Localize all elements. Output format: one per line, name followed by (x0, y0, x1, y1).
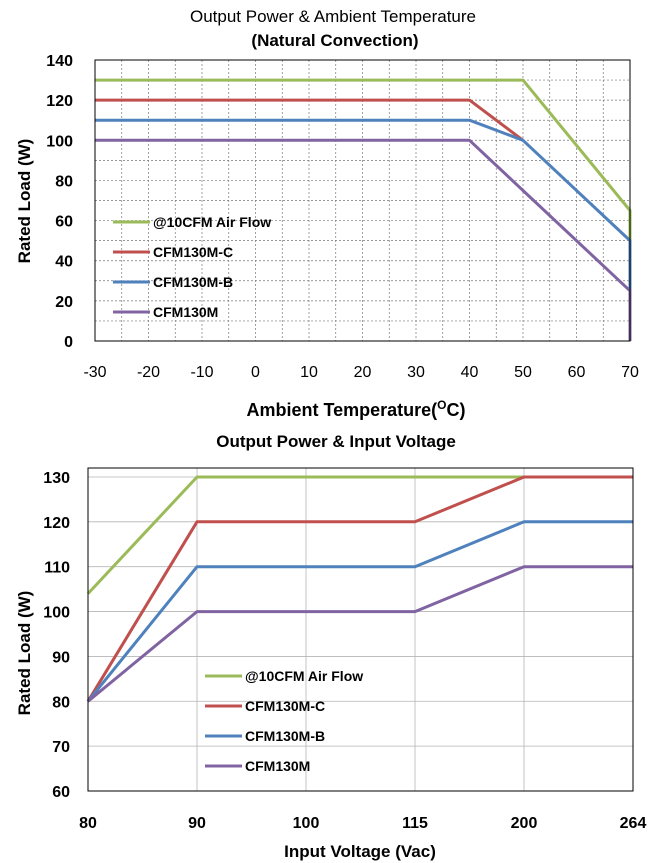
chart1-legend: @10CFM Air Flow CFM130M-C CFM130M-B CFM130M (113, 214, 271, 320)
series-line (86, 475, 633, 595)
chart2-y-axis-label: Rated Load (W) (15, 591, 34, 716)
x-tick-label: -10 (190, 364, 213, 381)
y-tick-label: 120 (46, 93, 73, 110)
chart1-x-tick-labels: -30 -20 -10 0 10 20 30 40 50 60 70 (83, 364, 639, 381)
x-tick-label: 100 (293, 815, 320, 832)
y-tick-label: 110 (44, 560, 70, 577)
chart-ambient-temperature: Output Power & Ambient Temperature (Natu… (15, 7, 639, 420)
x-tick-label: 30 (407, 364, 425, 381)
x-tick-label: 60 (568, 364, 586, 381)
x-tick-label: 264 (620, 815, 647, 832)
x-tick-label: 50 (514, 364, 532, 381)
legend-label: CFM130M-B (153, 274, 233, 290)
legend-label: @10CFM Air Flow (245, 668, 363, 684)
series-line (86, 520, 633, 703)
chart1-plot-border (94, 59, 631, 342)
x-tick-label: 80 (79, 815, 97, 832)
legend-label: CFM130M (153, 304, 218, 320)
chart1-x-axis-label: Ambient Temperature(OC) (246, 398, 465, 420)
x-tick-label: 0 (251, 364, 260, 381)
y-tick-label: 20 (55, 294, 73, 311)
chart1-y-tick-labels: 0 20 40 60 80 100 120 140 (46, 53, 73, 351)
y-tick-label: 60 (52, 784, 70, 801)
x-tick-label: 70 (621, 364, 639, 381)
series-line (87, 565, 633, 703)
y-tick-label: 60 (55, 214, 73, 231)
y-tick-label: 40 (55, 254, 73, 271)
chart2-y-tick-labels: 60 70 80 90 100 110 120 130 (43, 470, 70, 801)
legend-label: CFM130M-C (245, 698, 325, 714)
y-tick-label: 120 (43, 515, 70, 532)
legend-label: CFM130M-C (153, 244, 233, 260)
x-tick-label: 115 (402, 815, 428, 832)
chart2-legend: @10CFM Air Flow CFM130M-C CFM130M-B CFM130M (205, 668, 363, 774)
chart2-gridlines (87, 468, 634, 792)
chart1-x-axis-label-sup: O (437, 398, 446, 412)
y-tick-label: 90 (52, 649, 70, 666)
y-tick-label: 100 (46, 133, 73, 150)
legend-label: @10CFM Air Flow (153, 214, 271, 230)
y-tick-label: 130 (43, 470, 70, 487)
y-tick-label: 100 (43, 605, 70, 622)
y-tick-label: 0 (64, 334, 73, 351)
x-tick-label: -20 (137, 364, 160, 381)
series-line (95, 98, 524, 142)
chart2-series-lines (86, 475, 633, 703)
x-tick-label: 40 (461, 364, 479, 381)
x-tick-label: 10 (300, 364, 318, 381)
chart2-plot-border (87, 467, 634, 792)
x-tick-label: 20 (354, 364, 372, 381)
chart1-title: Output Power & Ambient Temperature (190, 7, 476, 26)
y-tick-label: 80 (55, 173, 73, 190)
chart1-x-axis-label-suffix: C) (447, 400, 466, 420)
x-tick-label: 90 (188, 815, 206, 832)
chart2-title: Output Power & Input Voltage (216, 432, 456, 451)
y-tick-label: 80 (52, 694, 70, 711)
chart1-x-axis-label-main: Ambient Temperature( (246, 400, 437, 420)
chart-input-voltage: Output Power & Input Voltage 80 90 100 115 2… (15, 432, 646, 861)
chart2-x-tick-labels: 80 90 100 115 200 264 (79, 815, 646, 832)
x-tick-label: -30 (83, 364, 106, 381)
y-tick-label: 70 (52, 739, 70, 756)
x-tick-label: 200 (511, 815, 538, 832)
y-tick-label: 140 (46, 53, 73, 70)
legend-label: CFM130M-B (245, 728, 325, 744)
chart1-gridlines (94, 59, 631, 342)
series-line (86, 475, 633, 703)
chart2-x-axis-label: Input Voltage (Vac) (284, 842, 436, 861)
legend-label: CFM130M (245, 758, 310, 774)
chart1-y-axis-label: Rated Load (W) (15, 139, 34, 264)
chart1-subtitle: (Natural Convection) (251, 31, 418, 50)
